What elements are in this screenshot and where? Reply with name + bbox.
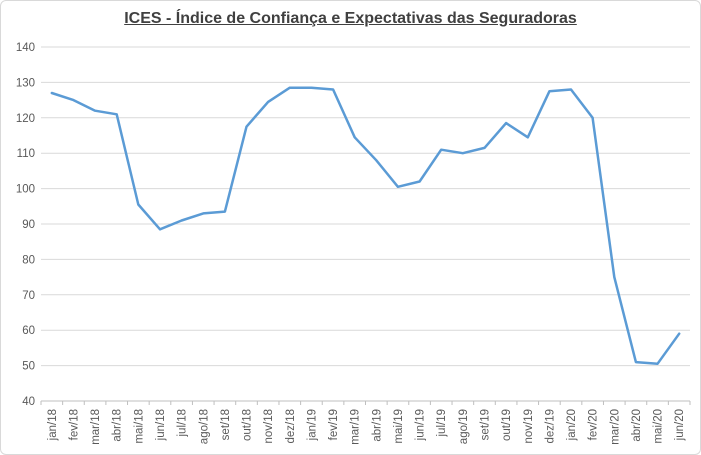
y-axis-label: 140 xyxy=(16,42,35,54)
x-axis-label: out/18 xyxy=(242,409,254,441)
x-axis-label: jun/19 xyxy=(415,409,427,441)
y-axis-label: 90 xyxy=(22,219,35,231)
y-axis-label: 60 xyxy=(22,325,35,337)
x-axis-label: dez/18 xyxy=(285,409,297,444)
y-axis-label: 50 xyxy=(22,361,35,373)
x-axis-label: mar/18 xyxy=(90,409,102,445)
x-axis-label: dez/19 xyxy=(544,409,556,444)
x-axis-label: set/18 xyxy=(220,409,232,440)
x-axis-label: nov/19 xyxy=(523,409,535,444)
x-axis-label: fev/18 xyxy=(68,409,80,440)
y-axis-label: 110 xyxy=(17,148,35,160)
x-axis-label: mai/18 xyxy=(133,409,145,444)
x-axis-label: jul/18 xyxy=(177,409,189,438)
y-axis-label: 80 xyxy=(22,254,35,266)
x-axis-label: abr/18 xyxy=(112,409,124,442)
x-axis-label: jan/19 xyxy=(306,409,318,441)
y-axis-label: 130 xyxy=(16,77,35,89)
x-axis-label: jan/20 xyxy=(566,409,578,441)
x-axis-label: out/19 xyxy=(501,409,513,441)
x-axis-label: mar/19 xyxy=(350,409,362,445)
ices-series-line xyxy=(50,86,681,366)
y-axis-label: 70 xyxy=(22,290,35,302)
x-axis-label: ago/19 xyxy=(458,409,470,444)
x-axis-label: jun/18 xyxy=(155,409,167,441)
x-axis-label: abr/19 xyxy=(371,409,383,442)
x-axis-label: fev/20 xyxy=(588,409,600,440)
y-axis-label: 100 xyxy=(16,184,35,196)
x-axis-label: abr/20 xyxy=(631,409,643,442)
chart-title: ICES - Índice de Confiança e Expectativa… xyxy=(124,10,577,27)
x-axis-label: jul/19 xyxy=(436,409,448,438)
x-axis-label: jun/20 xyxy=(674,409,686,441)
x-axis-label: fev/19 xyxy=(328,409,340,440)
x-axis-label: mai/19 xyxy=(393,409,405,444)
x-axis-label: mai/20 xyxy=(653,409,665,444)
x-axis-label: nov/18 xyxy=(263,409,275,444)
y-axis-label: 40 xyxy=(22,396,35,408)
y-axis-label: 120 xyxy=(16,113,35,125)
x-axis-label: jan/18 xyxy=(47,409,59,441)
x-axis-label: set/19 xyxy=(479,409,491,440)
x-axis-label: ago/18 xyxy=(198,409,210,444)
x-axis-label: mar/20 xyxy=(609,409,621,445)
